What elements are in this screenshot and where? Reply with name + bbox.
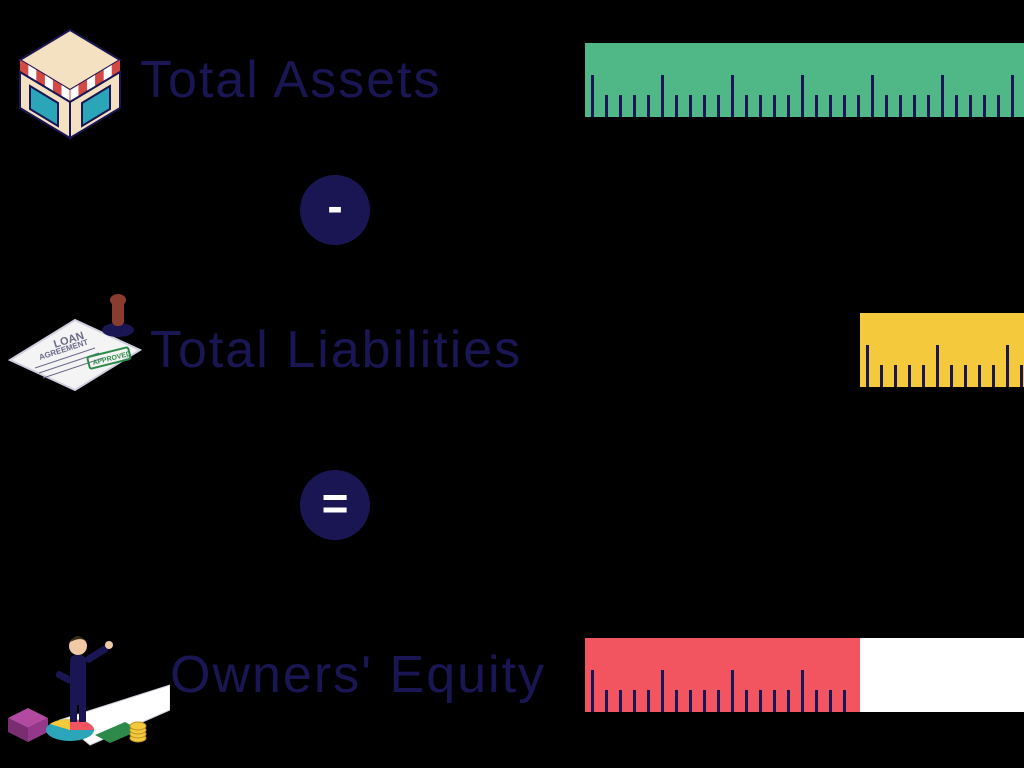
label-assets: Total Assets xyxy=(140,50,441,110)
ruler-tick-minor xyxy=(908,365,911,387)
ruler-tick-minor xyxy=(689,690,692,712)
ruler-tick-minor xyxy=(885,95,888,117)
row-assets: Total Assets xyxy=(0,20,1024,140)
ruler-slot-liabilities xyxy=(860,290,1024,410)
ruler-tick-major xyxy=(941,75,944,117)
ruler-tick-minor xyxy=(647,95,650,117)
ruler-tick-minor xyxy=(745,690,748,712)
ruler-tick-major xyxy=(731,670,734,712)
ruler-tick-minor xyxy=(717,690,720,712)
ruler-tick-minor xyxy=(773,690,776,712)
ruler-tick-minor xyxy=(759,95,762,117)
ruler-tick-minor xyxy=(619,95,622,117)
ruler-tick-major xyxy=(866,345,869,387)
ruler-tick-major xyxy=(1006,345,1009,387)
row-equity: Owners' Equity xyxy=(0,600,1024,750)
label-liabilities: Total Liabilities xyxy=(150,320,522,380)
ruler-fill xyxy=(860,313,1024,387)
ruler-tick-minor xyxy=(815,690,818,712)
ruler-tick-minor xyxy=(955,95,958,117)
ruler-tick-minor xyxy=(787,690,790,712)
ruler-tick-minor xyxy=(843,95,846,117)
ruler-tick-minor xyxy=(619,690,622,712)
ruler-tick-minor xyxy=(978,365,981,387)
ruler-tick-major xyxy=(731,75,734,117)
ruler-tick-minor xyxy=(843,690,846,712)
ruler-tick-minor xyxy=(899,95,902,117)
ruler-tick-minor xyxy=(633,690,636,712)
ruler-tick-minor xyxy=(675,95,678,117)
ruler-tick-minor xyxy=(703,95,706,117)
ruler-fill xyxy=(585,43,1024,117)
ruler-tick-major xyxy=(661,75,664,117)
ruler-slot-equity xyxy=(585,600,1024,750)
ruler-tick-major xyxy=(1011,75,1014,117)
ruler-tick-minor xyxy=(913,95,916,117)
ruler-tick-minor xyxy=(969,95,972,117)
ruler-tick-minor xyxy=(922,365,925,387)
ruler-tick-minor xyxy=(717,95,720,117)
ruler-tick-major xyxy=(591,75,594,117)
ruler-tick-minor xyxy=(647,690,650,712)
ruler-liabilities xyxy=(860,313,1024,387)
ruler-tick-minor xyxy=(605,690,608,712)
store-icon xyxy=(0,20,140,140)
ruler-tick-minor xyxy=(997,95,1000,117)
ruler-tick-major xyxy=(871,75,874,117)
row-liabilities: LOANAGREEMENTAPPROVEDTotal Liabilities xyxy=(0,290,1024,410)
ruler-tick-minor xyxy=(689,95,692,117)
ruler-tick-minor xyxy=(829,690,832,712)
ruler-blank xyxy=(860,638,1024,712)
ruler-equity xyxy=(585,638,1024,712)
ruler-tick-minor xyxy=(829,95,832,117)
ruler-tick-minor xyxy=(857,95,860,117)
equals-operator: = xyxy=(300,470,370,540)
ruler-tick-minor xyxy=(745,95,748,117)
ruler-tick-major xyxy=(591,670,594,712)
operator-symbol: = xyxy=(322,480,349,526)
ruler-tick-major xyxy=(801,670,804,712)
analytics-person-icon xyxy=(0,600,170,750)
ruler-tick-minor xyxy=(964,365,967,387)
ruler-tick-minor xyxy=(759,690,762,712)
ruler-tick-minor xyxy=(992,365,995,387)
ruler-tick-minor xyxy=(983,95,986,117)
ruler-tick-minor xyxy=(787,95,790,117)
ruler-assets xyxy=(585,43,1024,117)
ruler-tick-minor xyxy=(703,690,706,712)
label-equity: Owners' Equity xyxy=(170,645,546,705)
ruler-tick-minor xyxy=(894,365,897,387)
ruler-tick-minor xyxy=(675,690,678,712)
ruler-tick-major xyxy=(661,670,664,712)
ruler-fill xyxy=(585,638,860,712)
ruler-tick-minor xyxy=(950,365,953,387)
ruler-tick-minor xyxy=(605,95,608,117)
ruler-tick-minor xyxy=(773,95,776,117)
ruler-slot-assets xyxy=(585,20,1024,140)
ruler-tick-minor xyxy=(633,95,636,117)
loan-agreement-icon: LOANAGREEMENTAPPROVED xyxy=(0,290,150,410)
ruler-tick-major xyxy=(936,345,939,387)
minus-operator: - xyxy=(300,175,370,245)
ruler-tick-minor xyxy=(1020,365,1023,387)
ruler-tick-minor xyxy=(927,95,930,117)
operator-symbol: - xyxy=(327,183,342,229)
ruler-tick-minor xyxy=(880,365,883,387)
ruler-tick-major xyxy=(801,75,804,117)
ruler-tick-minor xyxy=(815,95,818,117)
